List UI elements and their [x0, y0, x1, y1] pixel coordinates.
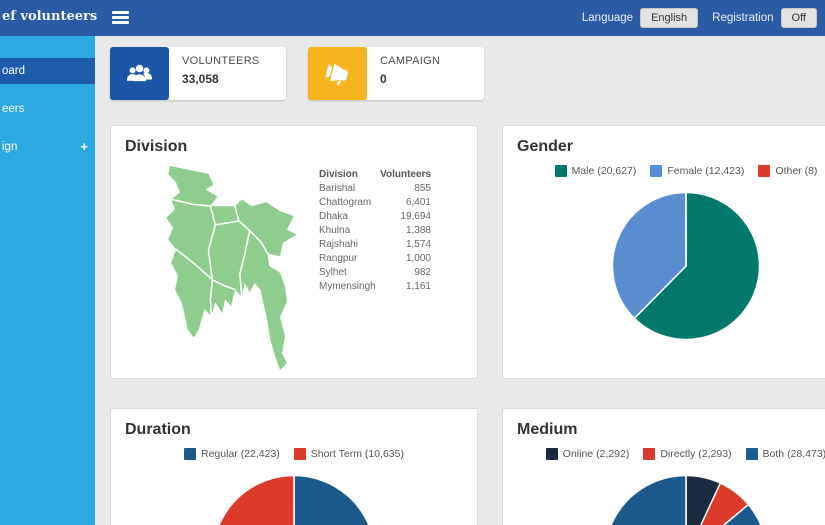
panel-title-division: Division [125, 138, 188, 155]
division-name: Sylhet [319, 266, 347, 278]
division-name: Barishal [319, 182, 356, 194]
division-name: Dhaka [319, 210, 348, 222]
division-name: Rajshahi [319, 238, 358, 250]
table-row: Sylhet 982 [319, 265, 431, 279]
panel-title-medium: Medium [517, 421, 578, 438]
division-count: 855 [414, 182, 431, 194]
language-button[interactable]: English [640, 8, 699, 28]
table-row: Barishal 855 [319, 181, 431, 195]
table-row: Khulna 1,388 [319, 223, 431, 237]
stat-label: CAMPAIGN [380, 55, 441, 67]
pie-slice-short-term [218, 474, 295, 525]
panel-title-duration: Duration [125, 421, 191, 438]
sidebar-item-dashboard[interactable]: oard [0, 58, 95, 84]
duration-pie-chart [218, 474, 370, 525]
table-row: Chattogram 6,401 [319, 195, 431, 209]
app-title: ef volunteers [2, 9, 98, 24]
legend-label: Male (20,627) [571, 165, 637, 177]
legend-swatch [184, 448, 196, 460]
division-count: 1,161 [405, 280, 431, 292]
legend-item-online: Online (2,292) [545, 448, 630, 460]
division-count: 19,694 [400, 210, 431, 222]
legend-swatch [745, 448, 758, 460]
stat-value: 33,058 [182, 72, 219, 86]
sidebar-item-label: eers [2, 103, 25, 115]
campaign-stat-card[interactable]: CAMPAIGN 0 [308, 47, 484, 100]
sidebar-item-label: oard [2, 65, 26, 77]
legend-swatch [554, 165, 567, 177]
legend-swatch [758, 165, 771, 177]
medium-panel: Medium Online (2,292) Directly (2,293) Bot… [502, 408, 825, 525]
sidebar-item-label: ign [2, 141, 18, 153]
division-name: Rangpur [319, 252, 358, 264]
legend-swatch [545, 448, 558, 460]
legend-label: Short Term (10,635) [310, 448, 404, 460]
duration-legend: Regular (22,423) Short Term (10,635) [111, 448, 477, 460]
legend-item-female: Female (12,423) [650, 165, 744, 177]
legend-item-both: Both (28,473) [745, 448, 825, 460]
division-table: Division Volunteers Barishal 855 Chattogram… [319, 167, 431, 293]
legend-label: Female (12,423) [667, 165, 745, 177]
division-table-header: Volunteers [380, 168, 431, 180]
table-row: Mymensingh 1,161 [319, 279, 431, 293]
legend-item-other: Other (8) [758, 165, 817, 177]
legend-label: Regular (22,423) [201, 448, 280, 460]
legend-label: Online (2,292) [562, 448, 630, 460]
legend-item-male: Male (20,627) [554, 165, 637, 177]
division-count: 1,388 [405, 224, 431, 236]
table-row: Rajshahi 1,574 [319, 237, 431, 251]
medium-legend: Online (2,292) Directly (2,293) Both (28,4… [503, 448, 825, 460]
division-name: Khulna [319, 224, 351, 236]
division-count: 1,000 [405, 252, 431, 264]
division-table-header: Division [319, 168, 358, 180]
main-content: VOLUNTEERS 33,058 CAMPAIGN 0 Division [95, 36, 825, 525]
duration-panel: Duration Regular (22,423) Short Term (10,… [110, 408, 478, 525]
gender-panel: Gender Male (20,627) Female (12,423) Other… [502, 125, 825, 379]
legend-label: Directly (2,293) [660, 448, 732, 460]
division-count: 1,574 [405, 238, 431, 250]
legend-label: Other (8) [775, 165, 818, 177]
panels-grid: Division Division Vo [110, 125, 825, 525]
division-count: 982 [414, 266, 431, 278]
legend-label: Both (28,473) [762, 448, 825, 460]
hamburger-menu-icon[interactable] [112, 11, 129, 25]
legend-item-regular: Regular (22,423) [184, 448, 280, 460]
legend-swatch [293, 448, 306, 460]
bangladesh-map-image [166, 165, 297, 371]
sidebar-item-campaign[interactable]: ign + [0, 134, 95, 160]
legend-item-directly: Directly (2,293) [643, 448, 732, 460]
division-name: Chattogram [319, 196, 372, 208]
legend-swatch [643, 448, 656, 460]
users-icon [110, 47, 169, 100]
topbar: ef volunteers Language English Registrat… [0, 0, 825, 36]
registration-toggle-button[interactable]: Off [780, 8, 817, 28]
panel-title-gender: Gender [517, 138, 574, 155]
pie-slice-regular [293, 474, 370, 525]
table-row: Dhaka 19,694 [319, 209, 431, 223]
expand-plus-icon[interactable]: + [80, 139, 88, 154]
stats-row: VOLUNTEERS 33,058 CAMPAIGN 0 [110, 47, 825, 100]
megaphone-icon [308, 47, 367, 100]
gender-legend: Male (20,627) Female (12,423) Other (8) [503, 165, 825, 177]
medium-pie-chart [610, 474, 762, 525]
table-row: Rangpur 1,000 [319, 251, 431, 265]
legend-item-short-term: Short Term (10,635) [293, 448, 404, 460]
sidebar-item-volunteers[interactable]: eers [0, 96, 95, 122]
pie-slice-both [610, 474, 762, 525]
registration-label: Registration [712, 12, 774, 24]
division-count: 6,401 [405, 196, 431, 208]
stat-value: 0 [380, 72, 387, 86]
pie-slice-female [611, 191, 687, 320]
pie-slice-male [633, 191, 761, 341]
stat-label: VOLUNTEERS [182, 55, 260, 67]
legend-swatch [650, 165, 663, 177]
gender-pie-chart [611, 191, 761, 341]
division-panel: Division Division Vo [110, 125, 478, 379]
language-label: Language [581, 12, 634, 24]
topbar-controls: Language English Registration Off [582, 0, 817, 36]
sidebar: oard eers ign + [0, 36, 95, 525]
volunteers-stat-card[interactable]: VOLUNTEERS 33,058 [110, 47, 286, 100]
division-name: Mymensingh [319, 280, 376, 292]
